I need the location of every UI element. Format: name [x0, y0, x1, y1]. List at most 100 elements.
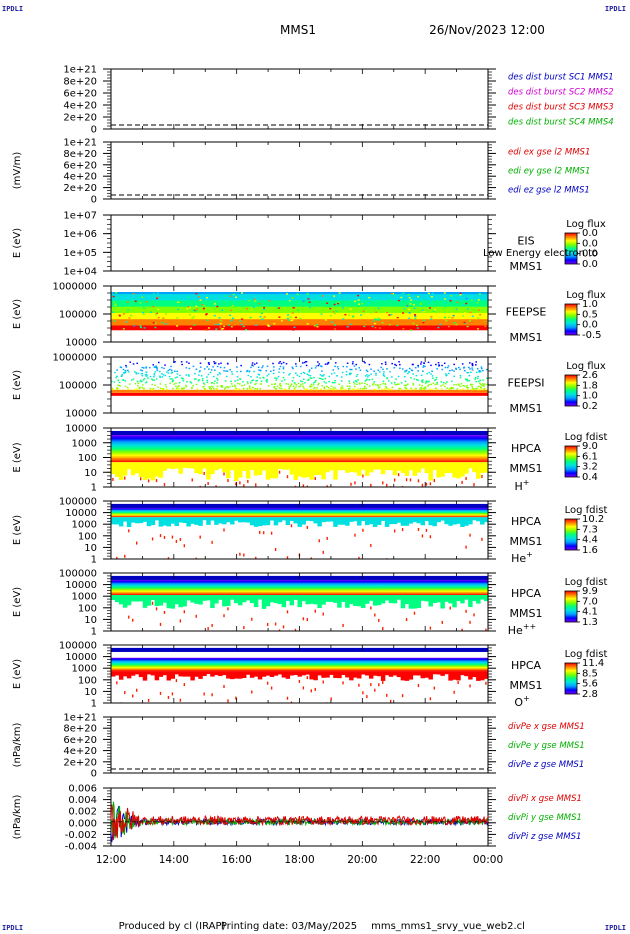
- spectrogram-noise: [297, 294, 300, 296]
- y-axis-label: (mV/m): [12, 152, 23, 190]
- spectrogram-noise: [161, 388, 163, 390]
- spectrogram-column: [273, 517, 279, 526]
- spectrogram-noise: [335, 310, 338, 312]
- spectrogram-noise: [448, 388, 450, 391]
- spectrogram-noise: [370, 483, 372, 487]
- spectrogram-noise: [359, 383, 361, 385]
- y-tick-label: 1e+21: [63, 65, 97, 76]
- spectrogram-column: [388, 595, 394, 604]
- spectrogram-noise: [203, 383, 206, 386]
- spectrogram-noise: [176, 317, 179, 319]
- spectrogram-noise: [250, 309, 253, 311]
- spectrogram-noise: [452, 319, 455, 322]
- spectrogram-noise: [482, 388, 484, 391]
- spectrogram-noise: [386, 377, 388, 379]
- spectrogram-noise: [415, 374, 418, 377]
- spectrogram-noise: [336, 366, 339, 368]
- spectrogram-column: [130, 462, 136, 476]
- spectrogram-noise: [391, 362, 393, 365]
- spectrogram-column: [452, 595, 457, 608]
- spectrogram-noise: [352, 315, 355, 317]
- spectrogram-noise: [173, 383, 176, 385]
- spectrogram-noise: [188, 306, 191, 309]
- y-tick-label: 1e+06: [63, 229, 97, 240]
- spectrogram-noise: [378, 618, 380, 622]
- spectrogram-noise: [482, 383, 484, 385]
- spectrogram-hpca_he2: [111, 575, 488, 631]
- spectrogram-noise: [444, 298, 447, 300]
- spectrogram-noise: [125, 321, 128, 323]
- spectrogram-noise: [363, 312, 366, 314]
- spectrogram-noise: [205, 329, 208, 331]
- x-tick-label: 12:00: [96, 854, 126, 866]
- spectrogram-column: [297, 462, 302, 477]
- spectrogram-column: [154, 595, 160, 607]
- spectrogram-noise: [209, 387, 211, 390]
- spectrogram-column: [111, 595, 116, 600]
- spectrogram-noise: [467, 387, 469, 389]
- spectrogram-column: [241, 462, 247, 471]
- spectrogram-noise: [389, 699, 392, 703]
- y-tick-label: 100000: [59, 641, 97, 652]
- colorbar-tick-label: 7.0: [582, 596, 598, 607]
- spectrogram-column: [214, 595, 219, 604]
- spectrogram-noise: [137, 372, 140, 375]
- spectrogram-column: [166, 517, 172, 527]
- spectrogram-noise: [318, 377, 321, 379]
- spectrogram-band: [111, 294, 488, 297]
- spectrogram-noise: [176, 370, 178, 373]
- spectrogram-column: [265, 462, 271, 480]
- spectrogram-noise: [302, 371, 305, 374]
- spectrogram-noise: [136, 688, 138, 692]
- spectrogram-noise: [205, 313, 208, 315]
- spectrogram-column: [345, 462, 350, 473]
- spectrogram-noise: [195, 557, 197, 559]
- spectrogram-noise: [142, 313, 145, 316]
- spectrogram-noise: [156, 297, 159, 300]
- colorbar-tick-label: 0.0: [582, 320, 598, 331]
- spectrogram-noise: [295, 372, 297, 374]
- spectrogram-noise: [475, 388, 477, 390]
- spectrogram-noise: [304, 382, 306, 384]
- spectrogram-column: [253, 671, 259, 677]
- spectrogram-noise: [271, 383, 273, 386]
- spectrogram-column: [456, 462, 461, 479]
- spectrogram-noise: [414, 315, 417, 317]
- colorbar-title: Log flux: [566, 219, 606, 230]
- spectrogram-noise: [179, 538, 182, 542]
- spectrogram-noise: [371, 325, 374, 328]
- spectrogram-noise: [462, 315, 465, 317]
- footer-filename: mms_mms1_srvy_vue_web2.cl: [371, 921, 525, 932]
- spectrogram-column: [464, 462, 469, 474]
- spectrogram-band: [111, 392, 488, 396]
- spectrogram-noise: [213, 369, 216, 371]
- spectrogram-noise: [309, 385, 312, 387]
- spectrogram-noise: [403, 384, 406, 387]
- spectrogram-column: [230, 595, 235, 600]
- y-tick-label: 6e+20: [63, 89, 97, 100]
- spectrogram-noise: [478, 370, 481, 372]
- spectrogram-noise: [195, 383, 198, 386]
- spectrogram-column: [134, 462, 140, 474]
- panel-divpe: (nPa/km)1e+218e+206e+204e+202e+200divPe …: [12, 713, 585, 780]
- spectrogram-column: [384, 517, 390, 527]
- spectrogram-noise: [313, 386, 316, 389]
- spectrogram-column: [301, 595, 306, 602]
- spectrogram-noise: [303, 372, 306, 375]
- y-tick-label: 100: [78, 453, 97, 464]
- spectrogram-noise: [292, 377, 295, 379]
- spectrogram-noise: [176, 373, 179, 375]
- spectrogram-column: [313, 671, 318, 681]
- colorbar-title: Log fdist: [565, 505, 608, 516]
- spectrogram-column: [293, 595, 299, 600]
- spectrogram-noise: [378, 683, 380, 687]
- spectrogram-noise: [209, 371, 212, 374]
- x-tick-label: 14:00: [159, 854, 189, 866]
- spectrogram-noise: [278, 316, 281, 318]
- spectrogram-noise: [368, 385, 371, 387]
- spectrogram-noise: [453, 363, 456, 366]
- spectrogram-noise: [162, 374, 165, 376]
- spectrogram-column: [293, 517, 299, 524]
- spectrogram-noise: [150, 388, 153, 391]
